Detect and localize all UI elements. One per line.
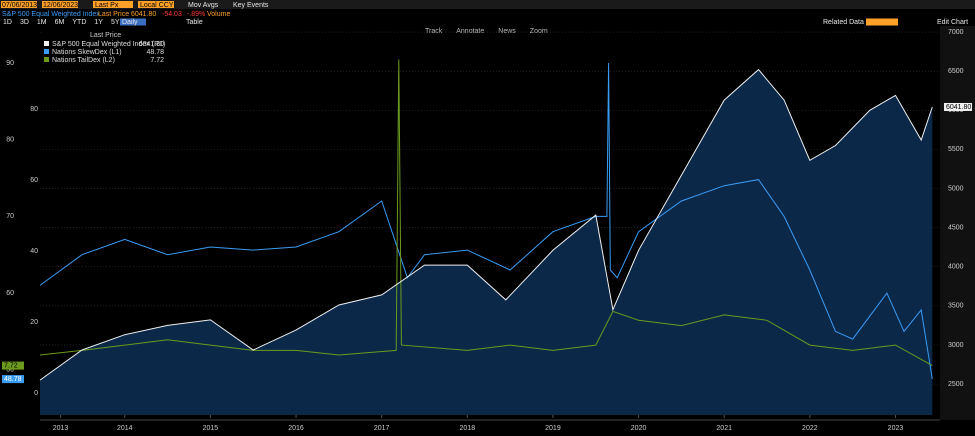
x-tick-label: 2022 bbox=[802, 425, 818, 432]
y2-tick-label: 6500 bbox=[948, 68, 964, 75]
option[interactable]: Mov Avgs bbox=[188, 2, 219, 9]
ccy-box[interactable] bbox=[138, 1, 174, 8]
frequency-box[interactable] bbox=[120, 18, 146, 26]
legend-swatch bbox=[44, 41, 49, 46]
period-button[interactable]: 6M bbox=[55, 19, 65, 26]
area bbox=[40, 69, 933, 415]
legend-label: Nations SkewDex (L1) bbox=[52, 49, 122, 56]
option[interactable]: Key Events bbox=[233, 2, 269, 9]
y2-tick-label: 2500 bbox=[948, 381, 964, 388]
series-line bbox=[39, 62, 933, 380]
field: Last Px bbox=[95, 2, 119, 9]
y2-tick-label: 5500 bbox=[948, 146, 964, 153]
y2-tick-label: 5000 bbox=[948, 185, 964, 192]
value-tag bbox=[2, 375, 24, 384]
period-button[interactable]: 1M bbox=[37, 19, 47, 26]
period-button[interactable]: YTD bbox=[72, 19, 86, 26]
toolbar bbox=[0, 0, 975, 9]
x-tick-label: 2020 bbox=[631, 425, 647, 432]
start-date: 07/06/2013 bbox=[2, 2, 37, 9]
right-axis-bg bbox=[940, 26, 975, 420]
security: S&P 500 Equal Weighted Index bbox=[2, 11, 100, 18]
x-tick-label: 2017 bbox=[374, 425, 390, 432]
end-field[interactable] bbox=[42, 1, 78, 8]
edit-chart[interactable]: Edit Chart bbox=[937, 19, 968, 26]
x-tick-label: 2023 bbox=[888, 425, 904, 432]
table-button[interactable]: Table bbox=[186, 19, 203, 26]
series-line bbox=[39, 59, 933, 367]
legend-swatch bbox=[44, 57, 49, 62]
field-box[interactable] bbox=[93, 1, 133, 8]
start-field[interactable] bbox=[1, 1, 37, 8]
frequency[interactable]: Daily bbox=[122, 19, 138, 26]
legend-swatch bbox=[44, 49, 49, 54]
value-tag bbox=[944, 102, 972, 111]
tool-button[interactable]: News bbox=[498, 28, 516, 35]
chart-tools: Track Annotate News Zoom bbox=[425, 28, 548, 35]
legend-title: Last Price bbox=[90, 32, 121, 39]
y3-tick-label: 60 bbox=[30, 177, 38, 184]
y2-tick-label: 3000 bbox=[948, 342, 964, 349]
x-tick-label: 2021 bbox=[716, 425, 732, 432]
y3-tick-label: 0 bbox=[34, 390, 38, 397]
legend-label: Nations TailDex (L2) bbox=[52, 57, 115, 64]
legend-value: 7.72 bbox=[150, 57, 164, 64]
period-button[interactable]: 1Y bbox=[94, 19, 103, 26]
price: 6041.80 bbox=[131, 11, 156, 18]
price-label: Last Price bbox=[98, 11, 129, 18]
plot: 2500300035004000450050005500600065007000… bbox=[2, 29, 972, 432]
y2-tick-label: 3500 bbox=[948, 303, 964, 310]
legend-value: 48.78 bbox=[146, 49, 164, 56]
value-tag bbox=[2, 361, 24, 370]
period-button[interactable]: 5Y bbox=[111, 19, 120, 26]
y-tick-label: 70 bbox=[6, 213, 14, 220]
x-tick-label: 2019 bbox=[545, 425, 561, 432]
search-box[interactable] bbox=[866, 18, 898, 26]
y2-tick-label: 4000 bbox=[948, 264, 964, 271]
x-tick-label: 2015 bbox=[203, 425, 219, 432]
value-tag-label: 7.72 bbox=[4, 362, 18, 369]
y3-tick-label: 20 bbox=[30, 319, 38, 326]
series-line bbox=[39, 68, 933, 381]
y-tick-label: 80 bbox=[6, 137, 14, 144]
y3-tick-label: 80 bbox=[30, 106, 38, 113]
legend-label: S&P 500 Equal Weighted Index (R1) bbox=[52, 41, 165, 48]
x-tick-label: 2013 bbox=[53, 425, 69, 432]
x-tick-label: 2014 bbox=[117, 425, 133, 432]
x-tick-label: 2018 bbox=[460, 425, 476, 432]
y-tick-label: 50 bbox=[6, 367, 14, 374]
y3-tick-label: 40 bbox=[30, 248, 38, 255]
value-tag-label: 48.78 bbox=[4, 376, 22, 383]
related-data[interactable]: Related Data bbox=[823, 19, 864, 26]
y2-tick-label: 7000 bbox=[948, 29, 964, 36]
change: -54.03 bbox=[162, 11, 182, 18]
tool-button[interactable]: Track bbox=[425, 28, 443, 35]
y2-tick-label: 4500 bbox=[948, 224, 964, 231]
tool-button[interactable]: Zoom bbox=[530, 28, 548, 35]
change-pct: -.89% bbox=[187, 11, 205, 18]
x-tick-label: 2016 bbox=[288, 425, 304, 432]
tool-button[interactable]: Annotate bbox=[456, 28, 484, 35]
period-button[interactable]: 3D bbox=[20, 19, 29, 26]
y-tick-label: 90 bbox=[6, 60, 14, 67]
value-tag-label: 6041.80 bbox=[946, 104, 971, 111]
end-date: 12/06/2023 bbox=[43, 2, 78, 9]
period-button[interactable]: 1D bbox=[3, 19, 12, 26]
y-tick-label: 60 bbox=[6, 290, 14, 297]
legend-value: 6041.80 bbox=[139, 41, 164, 48]
volume: Volume bbox=[207, 11, 230, 18]
legend-box bbox=[41, 31, 167, 66]
currency: Local CCY bbox=[140, 2, 174, 9]
